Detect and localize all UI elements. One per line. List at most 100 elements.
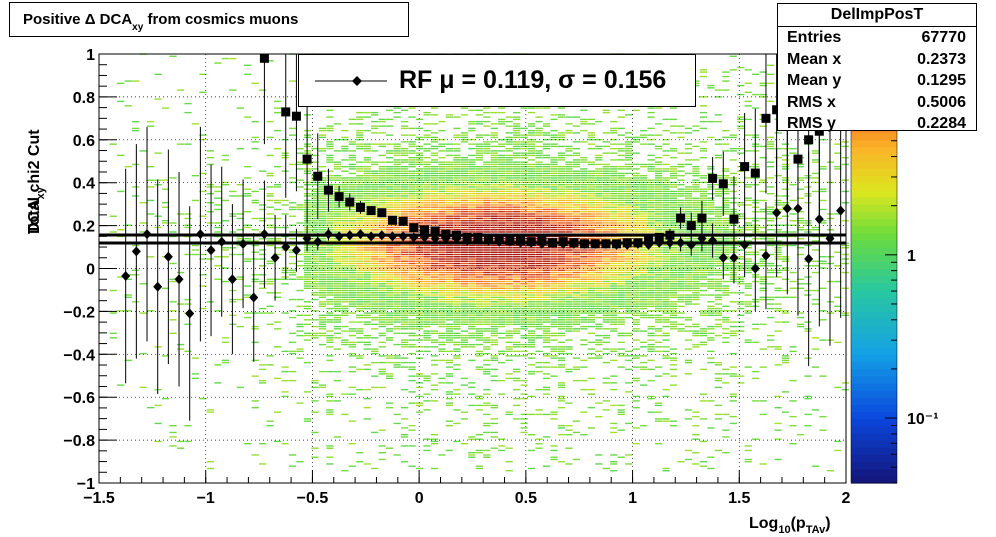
heatmap-cell bbox=[527, 449, 536, 452]
heatmap-cell bbox=[438, 271, 446, 274]
heatmap-cell bbox=[527, 168, 536, 170]
heatmap-cell bbox=[535, 328, 543, 330]
heatmap-cell bbox=[475, 170, 483, 172]
heatmap-cell bbox=[468, 163, 476, 166]
heatmap-cell bbox=[109, 312, 117, 314]
heatmap-cell bbox=[505, 215, 513, 217]
heatmap-cell bbox=[378, 251, 386, 253]
heatmap-cell bbox=[513, 136, 521, 139]
heatmap-cell bbox=[386, 150, 394, 152]
heatmap-cell bbox=[184, 226, 192, 229]
heatmap-cell bbox=[625, 303, 633, 305]
heatmap-cell bbox=[595, 303, 603, 305]
heatmap-cell bbox=[640, 280, 648, 283]
heatmap-cell bbox=[535, 247, 543, 249]
heatmap-cell bbox=[483, 269, 491, 271]
heatmap-cell bbox=[438, 190, 446, 193]
heatmap-cell bbox=[386, 321, 394, 323]
heatmap-cell bbox=[498, 332, 506, 335]
heatmap-cell bbox=[632, 152, 640, 154]
heatmap-cell bbox=[557, 226, 566, 229]
heatmap-cell bbox=[610, 172, 618, 175]
heatmap-cell bbox=[632, 307, 640, 310]
heatmap-cell bbox=[527, 339, 536, 341]
heatmap-cell bbox=[453, 159, 461, 161]
heatmap-cell bbox=[333, 305, 341, 308]
heatmap-cell bbox=[109, 215, 117, 217]
heatmap-cell bbox=[535, 256, 543, 258]
heatmap-cell bbox=[371, 294, 379, 296]
heatmap-cell bbox=[423, 186, 431, 188]
heatmap-cell bbox=[423, 323, 431, 326]
heatmap-cell bbox=[453, 188, 461, 190]
heatmap-cell bbox=[527, 188, 536, 190]
heatmap-cell bbox=[445, 154, 454, 157]
heatmap-cell bbox=[393, 116, 401, 118]
heatmap-cell bbox=[475, 154, 483, 157]
heatmap-cell bbox=[565, 258, 573, 260]
heatmap-cell bbox=[505, 202, 513, 204]
heatmap-cell bbox=[505, 256, 513, 258]
heatmap-cell bbox=[498, 289, 506, 292]
heatmap-cell bbox=[251, 258, 259, 260]
heatmap-cell bbox=[572, 285, 581, 287]
heatmap-cell bbox=[408, 141, 416, 143]
heatmap-cell bbox=[632, 267, 640, 269]
heatmap-cell bbox=[490, 269, 498, 271]
heatmap-cell bbox=[348, 296, 356, 298]
heatmap-cell bbox=[341, 253, 349, 256]
heatmap-cell bbox=[513, 129, 521, 132]
heatmap-cell bbox=[453, 251, 461, 253]
heatmap-cell bbox=[483, 107, 491, 109]
heatmap-cell bbox=[587, 188, 595, 190]
heatmap-cell bbox=[348, 341, 356, 344]
heatmap-cell bbox=[326, 145, 334, 148]
heatmap-cell bbox=[572, 181, 581, 184]
heatmap-cell bbox=[557, 181, 566, 184]
heatmap-cell bbox=[565, 256, 573, 258]
heatmap-cell bbox=[371, 172, 379, 175]
heatmap-cell bbox=[445, 373, 454, 375]
heatmap-cell bbox=[415, 253, 424, 256]
heatmap-cell bbox=[505, 197, 513, 199]
heatmap-cell bbox=[288, 454, 297, 456]
heatmap-cell bbox=[527, 183, 536, 186]
heatmap-cell bbox=[341, 138, 349, 141]
heatmap-cell bbox=[550, 445, 558, 447]
heatmap-cell bbox=[632, 195, 640, 197]
heatmap-cell bbox=[288, 310, 297, 312]
heatmap-cell bbox=[363, 147, 371, 150]
heatmap-cell bbox=[318, 186, 327, 188]
heatmap-cell bbox=[415, 373, 424, 375]
heatmap-cell bbox=[580, 253, 588, 256]
heatmap-cell bbox=[371, 125, 379, 127]
heatmap-cell bbox=[423, 174, 431, 177]
heatmap-cell bbox=[610, 206, 618, 208]
heatmap-cell bbox=[288, 251, 297, 253]
heatmap-cell bbox=[199, 285, 207, 287]
heatmap-cell bbox=[557, 296, 566, 298]
heatmap-cell bbox=[423, 287, 431, 289]
heatmap-cell bbox=[617, 247, 625, 249]
heatmap-cell bbox=[505, 377, 513, 380]
heatmap-cell bbox=[311, 161, 319, 163]
heatmap-cell bbox=[423, 168, 431, 170]
heatmap-cell bbox=[498, 262, 506, 265]
heatmap-cell bbox=[520, 283, 528, 285]
heatmap-cell bbox=[542, 373, 551, 375]
heatmap-cell bbox=[423, 211, 431, 213]
heatmap-cell bbox=[311, 379, 319, 382]
heatmap-cell bbox=[266, 305, 274, 308]
heatmap-cell bbox=[318, 240, 327, 242]
heatmap-cell bbox=[527, 123, 536, 125]
heatmap-cell bbox=[602, 307, 610, 310]
heatmap-cell bbox=[445, 310, 454, 312]
heatmap-cell bbox=[251, 278, 259, 280]
heatmap-cell bbox=[647, 395, 655, 398]
heatmap-cell bbox=[430, 249, 439, 251]
heatmap-cell bbox=[520, 431, 528, 434]
heatmap-cell bbox=[498, 276, 506, 278]
heatmap-cell bbox=[610, 271, 618, 274]
heatmap-cell bbox=[572, 307, 581, 310]
heatmap-cell bbox=[640, 206, 648, 208]
